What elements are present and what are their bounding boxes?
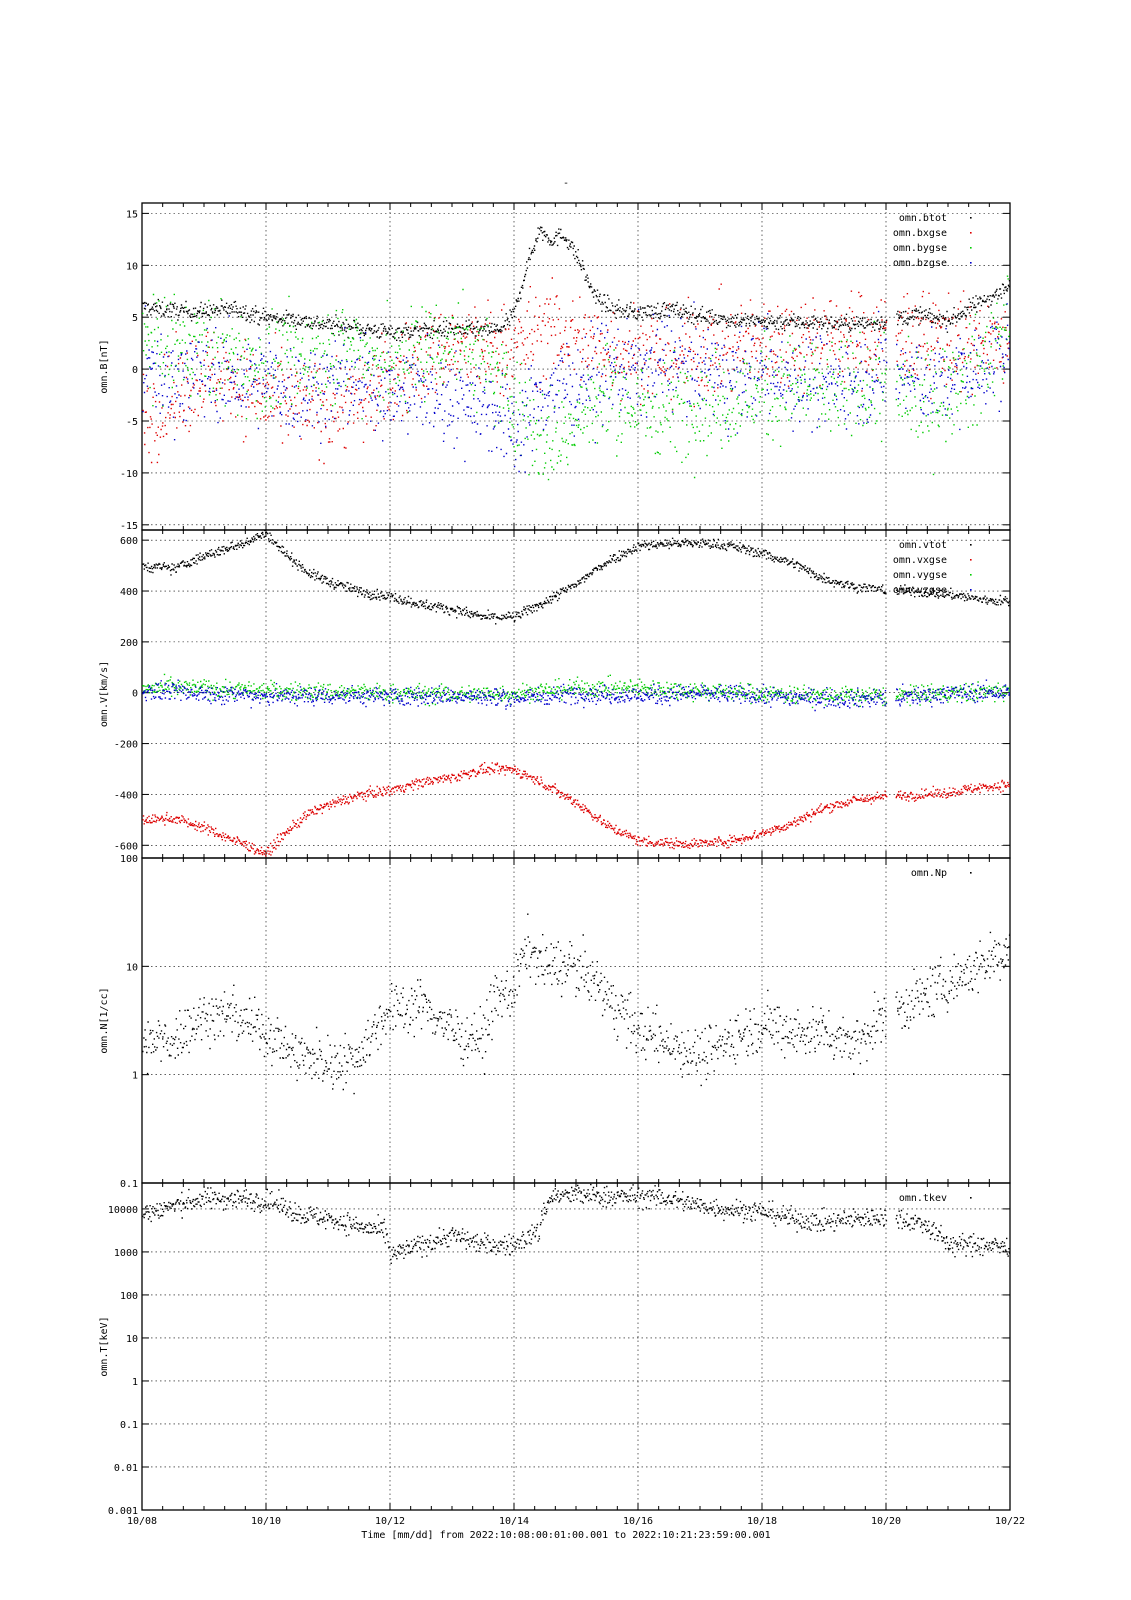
legend-marker	[970, 262, 972, 264]
y-tick-label: 0.01	[114, 1463, 138, 1474]
legend-marker	[970, 574, 972, 576]
legend-marker	[970, 872, 972, 874]
y-tick-label: 400	[120, 587, 138, 598]
legend: omn.tkev	[899, 1193, 972, 1204]
series-omn-btot	[142, 226, 1010, 342]
y-tick-label: 200	[120, 638, 138, 649]
panel-frame	[141, 857, 1011, 1184]
y-tick-label: 100	[120, 1291, 138, 1302]
y-tick-label: 0	[132, 689, 138, 700]
y-axis-label: omn.B[nT]	[99, 339, 110, 393]
panels: -15-10-5051015omn.B[nT]omn.btotomn.bxgse…	[99, 202, 1011, 1517]
y-tick-label: 100	[120, 854, 138, 865]
series-omn-vtot	[142, 530, 1010, 625]
series-points	[142, 762, 1010, 857]
series-omn-vxgse	[142, 762, 1010, 857]
legend-entry: omn.vxgse	[893, 555, 947, 566]
x-tick-label: 10/12	[375, 1516, 405, 1527]
legend-marker	[970, 544, 972, 546]
y-tick-label: 15	[126, 209, 138, 220]
panel-3: 0.1 1 10 100 omn.N[1/cc] omn.Np	[99, 854, 1011, 1190]
y-tick-label: 600	[120, 536, 138, 547]
y-axis-label: omn.V[km/s]	[99, 661, 110, 727]
x-tick-label: 10/18	[747, 1516, 777, 1527]
legend-entry: omn.vygse	[893, 570, 947, 581]
y-tick-label: -200	[114, 740, 138, 751]
series-omn-bxgse	[142, 277, 1010, 465]
y-tick-label: 10	[126, 962, 138, 973]
x-tick-label: 10/10	[251, 1516, 281, 1527]
series-points	[142, 913, 1010, 1095]
legend-marker	[970, 232, 972, 234]
legend-entry: omn.btot	[899, 213, 947, 224]
y-tick-label: 10	[126, 261, 138, 272]
legend-marker	[970, 559, 972, 561]
series-omn-vzgse	[142, 679, 1010, 712]
legend-entry: omn.Np	[911, 868, 947, 879]
series-points	[142, 679, 1010, 712]
panel-1: -15 -10 -5 0 5 10 15 omn.B[nT] omn.btot omn.bxgse…	[99, 202, 1011, 532]
y-tick-label: 1	[132, 1377, 138, 1388]
panel-2: -600 -400 -200 0 200 400 600 omn.V[km/s] omn.vto…	[99, 529, 1011, 859]
y-tick-label: 0.001	[108, 1506, 138, 1517]
legend-marker	[970, 589, 972, 591]
x-tick-label: 10/20	[871, 1516, 901, 1527]
legend-entry: omn.bygse	[893, 243, 947, 254]
x-tick-label: 10/16	[623, 1516, 653, 1527]
x-tick-labels: 10/08 10/10 10/12 10/14 10/16 10/18 10/20 10/22	[127, 1516, 1025, 1527]
legend-marker	[970, 217, 972, 219]
legend-marker	[970, 1197, 972, 1199]
legend: omn.btot omn.bxgse omn.bygse omn.bzgse	[893, 213, 972, 269]
y-axis-label: omn.T[keV]	[99, 1316, 110, 1376]
panel-4: 0.001 0.01 0.1 1 10 100 1000 10000 omn.T[keV] omn…	[99, 1182, 1011, 1517]
y-tick-label: 1	[132, 1071, 138, 1082]
y-tick-label: -600	[114, 841, 138, 852]
series-omn-vygse	[142, 673, 1010, 709]
y-tick-label: -10	[120, 469, 138, 480]
panel-frame	[141, 1182, 1011, 1511]
legend-entry: omn.bzgse	[893, 258, 947, 269]
y-tick-label: 0.1	[120, 1420, 138, 1431]
legend: omn.Np	[911, 868, 972, 879]
y-tick-label: 5	[132, 313, 138, 324]
series-omn-Np	[142, 913, 1010, 1095]
y-tick-label: 10	[126, 1334, 138, 1345]
legend-entry: omn.vzgse	[893, 585, 947, 596]
y-axis-label: omn.N[1/cc]	[99, 987, 110, 1053]
y-tick-label: -15	[120, 521, 138, 532]
y-tick-label: 1000	[114, 1248, 138, 1259]
legend-entry: omn.tkev	[899, 1193, 947, 1204]
series-points	[142, 226, 1010, 342]
legend-marker	[970, 247, 972, 249]
y-tick-label: -5	[126, 417, 138, 428]
y-tick-label: 10000	[108, 1205, 138, 1216]
legend: omn.vtot omn.vxgse omn.vygse omn.vzgse	[893, 540, 972, 596]
x-tick-label: 10/22	[995, 1516, 1025, 1527]
x-axis-label: Time [mm/dd] from 2022:10:08:00:01:00.00…	[361, 1530, 770, 1541]
x-tick-label: 10/14	[499, 1516, 529, 1527]
series-points	[142, 275, 1010, 481]
x-tick-label: 10/08	[127, 1516, 157, 1527]
series-points	[142, 277, 1010, 465]
figure-title: -	[563, 178, 569, 189]
y-tick-label: -400	[114, 790, 138, 801]
legend-entry: omn.bxgse	[893, 228, 947, 239]
y-tick-label: 0.1	[120, 1179, 138, 1190]
y-tick-label: 0	[132, 365, 138, 376]
legend-entry: omn.vtot	[899, 540, 947, 551]
series-points	[142, 530, 1010, 625]
series-omn-bygse	[142, 275, 1010, 481]
series-points	[142, 673, 1010, 709]
